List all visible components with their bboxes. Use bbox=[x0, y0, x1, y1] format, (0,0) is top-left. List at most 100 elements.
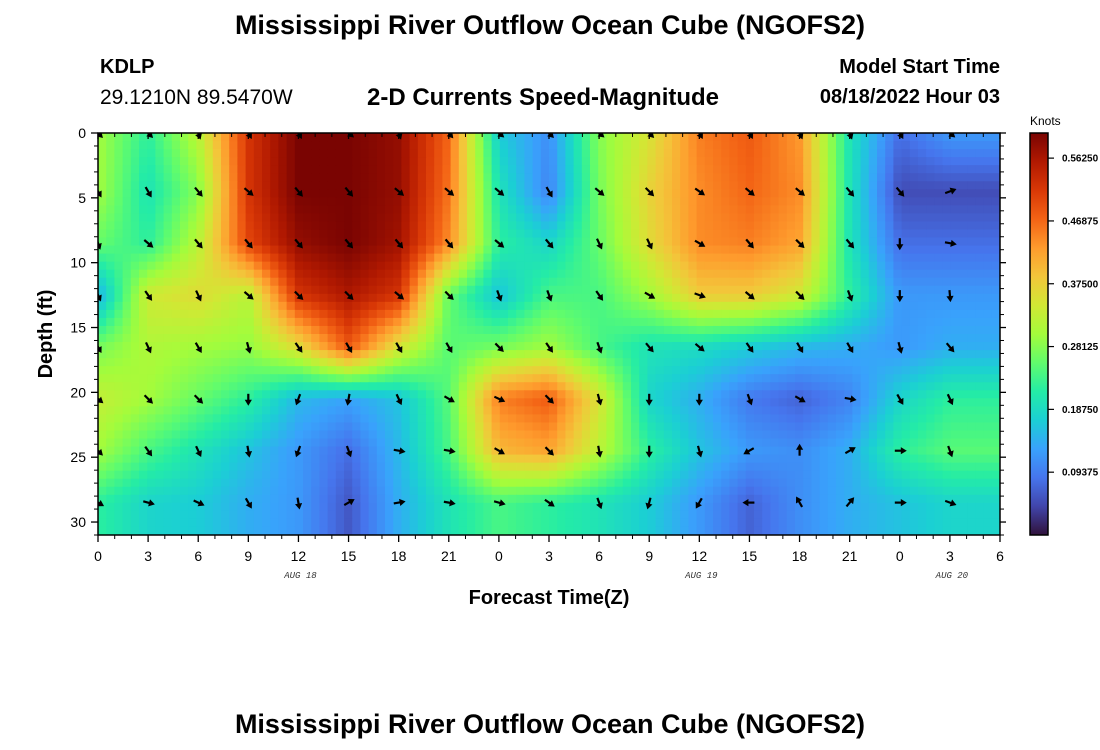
heatmap-cell bbox=[426, 237, 435, 247]
heatmap-cell bbox=[827, 462, 837, 472]
heatmap-cell bbox=[385, 189, 394, 198]
heatmap-cell bbox=[155, 277, 165, 287]
heatmap-cell bbox=[467, 350, 476, 359]
heatmap-cell bbox=[622, 462, 632, 472]
heatmap-cell bbox=[311, 173, 320, 182]
heatmap-cell bbox=[196, 309, 206, 319]
heatmap-cell bbox=[655, 301, 665, 311]
heatmap-cell bbox=[606, 189, 616, 198]
heatmap-cell bbox=[508, 358, 517, 367]
heatmap-cell bbox=[598, 334, 607, 343]
heatmap-cell bbox=[163, 285, 173, 295]
heatmap-cell bbox=[647, 462, 657, 472]
heatmap-cell bbox=[483, 165, 493, 174]
heatmap-cell bbox=[983, 382, 993, 391]
heatmap-cell bbox=[368, 237, 378, 247]
heatmap-cell bbox=[212, 173, 222, 182]
heatmap-cell bbox=[836, 382, 845, 391]
heatmap-cell bbox=[893, 189, 903, 198]
heatmap-cell bbox=[163, 189, 173, 198]
heatmap-cell bbox=[557, 221, 566, 231]
heatmap-cell bbox=[467, 462, 476, 472]
heatmap-cell bbox=[655, 438, 665, 448]
heatmap-cell bbox=[180, 237, 189, 247]
heatmap-cell bbox=[376, 309, 386, 319]
heatmap-cell bbox=[983, 374, 993, 383]
heatmap-cell bbox=[401, 269, 411, 279]
heatmap-cell bbox=[983, 149, 993, 158]
heatmap-cell bbox=[885, 285, 894, 295]
heatmap-cell bbox=[983, 205, 993, 214]
heatmap-cell bbox=[786, 438, 796, 448]
heatmap-cell bbox=[918, 486, 927, 496]
heatmap-cell bbox=[704, 414, 714, 424]
heatmap-cell bbox=[729, 229, 739, 239]
heatmap-cell bbox=[499, 245, 509, 255]
heatmap-cell bbox=[270, 301, 279, 311]
heatmap-cell bbox=[368, 133, 378, 142]
heatmap-cell bbox=[204, 189, 214, 198]
heatmap-cell bbox=[918, 229, 927, 239]
heatmap-cell bbox=[737, 269, 747, 279]
heatmap-cell bbox=[868, 478, 878, 488]
heatmap-cell bbox=[991, 253, 1000, 263]
heatmap-cell bbox=[754, 350, 763, 359]
heatmap-cell bbox=[475, 157, 484, 166]
heatmap-cell bbox=[827, 350, 837, 359]
heatmap-cell bbox=[672, 181, 681, 190]
heatmap-cell bbox=[680, 285, 689, 295]
heatmap-cell bbox=[106, 414, 115, 424]
heatmap-cell bbox=[278, 454, 288, 464]
heatmap-cell bbox=[729, 438, 739, 448]
heatmap-cell bbox=[516, 157, 525, 166]
heatmap-cell bbox=[663, 205, 673, 214]
heatmap-cell bbox=[737, 382, 747, 391]
heatmap-cell bbox=[130, 221, 140, 231]
heatmap-cell bbox=[303, 470, 312, 480]
heatmap-cell bbox=[524, 141, 534, 150]
heatmap-cell bbox=[573, 454, 583, 464]
heatmap-cell bbox=[729, 462, 739, 472]
heatmap-cell bbox=[499, 253, 509, 263]
heatmap-cell bbox=[499, 398, 509, 407]
heatmap-cell bbox=[434, 358, 443, 367]
heatmap-cell bbox=[844, 430, 853, 440]
heatmap-cell bbox=[303, 237, 312, 247]
heatmap-cell bbox=[139, 245, 148, 255]
heatmap-cell bbox=[606, 285, 616, 295]
heatmap-cell bbox=[918, 317, 927, 327]
heatmap-cell bbox=[655, 350, 665, 359]
heatmap-cell bbox=[926, 390, 935, 399]
heatmap-cell bbox=[909, 374, 919, 383]
heatmap-cell bbox=[639, 221, 648, 231]
heatmap-cell bbox=[549, 414, 558, 424]
heatmap-cell bbox=[901, 253, 911, 263]
heatmap-cell bbox=[147, 414, 156, 424]
heatmap-cell bbox=[860, 350, 870, 359]
heatmap-cell bbox=[573, 366, 583, 375]
heatmap-cell bbox=[508, 454, 517, 464]
heatmap-cell bbox=[278, 398, 288, 407]
heatmap-cell bbox=[450, 173, 460, 182]
heatmap-cell bbox=[745, 454, 755, 464]
heatmap-cell bbox=[647, 390, 657, 399]
heatmap-cell bbox=[155, 189, 165, 198]
heatmap-cell bbox=[237, 446, 247, 456]
heatmap-cell bbox=[549, 358, 558, 367]
heatmap-cell bbox=[713, 438, 722, 448]
heatmap-cell bbox=[442, 470, 452, 480]
heatmap-cell bbox=[983, 197, 993, 206]
heatmap-cell bbox=[901, 334, 911, 343]
heatmap-cell bbox=[278, 374, 288, 383]
heatmap-cell bbox=[229, 438, 238, 448]
heatmap-cell bbox=[212, 374, 222, 383]
heatmap-cell bbox=[516, 382, 525, 391]
heatmap-cell bbox=[622, 390, 632, 399]
heatmap-cell bbox=[557, 245, 566, 255]
heatmap-cell bbox=[360, 157, 370, 166]
heatmap-cell bbox=[180, 293, 189, 303]
heatmap-cell bbox=[713, 157, 722, 166]
heatmap-cell bbox=[212, 165, 222, 174]
heatmap-cell bbox=[335, 350, 345, 359]
heatmap-cell bbox=[590, 358, 599, 367]
